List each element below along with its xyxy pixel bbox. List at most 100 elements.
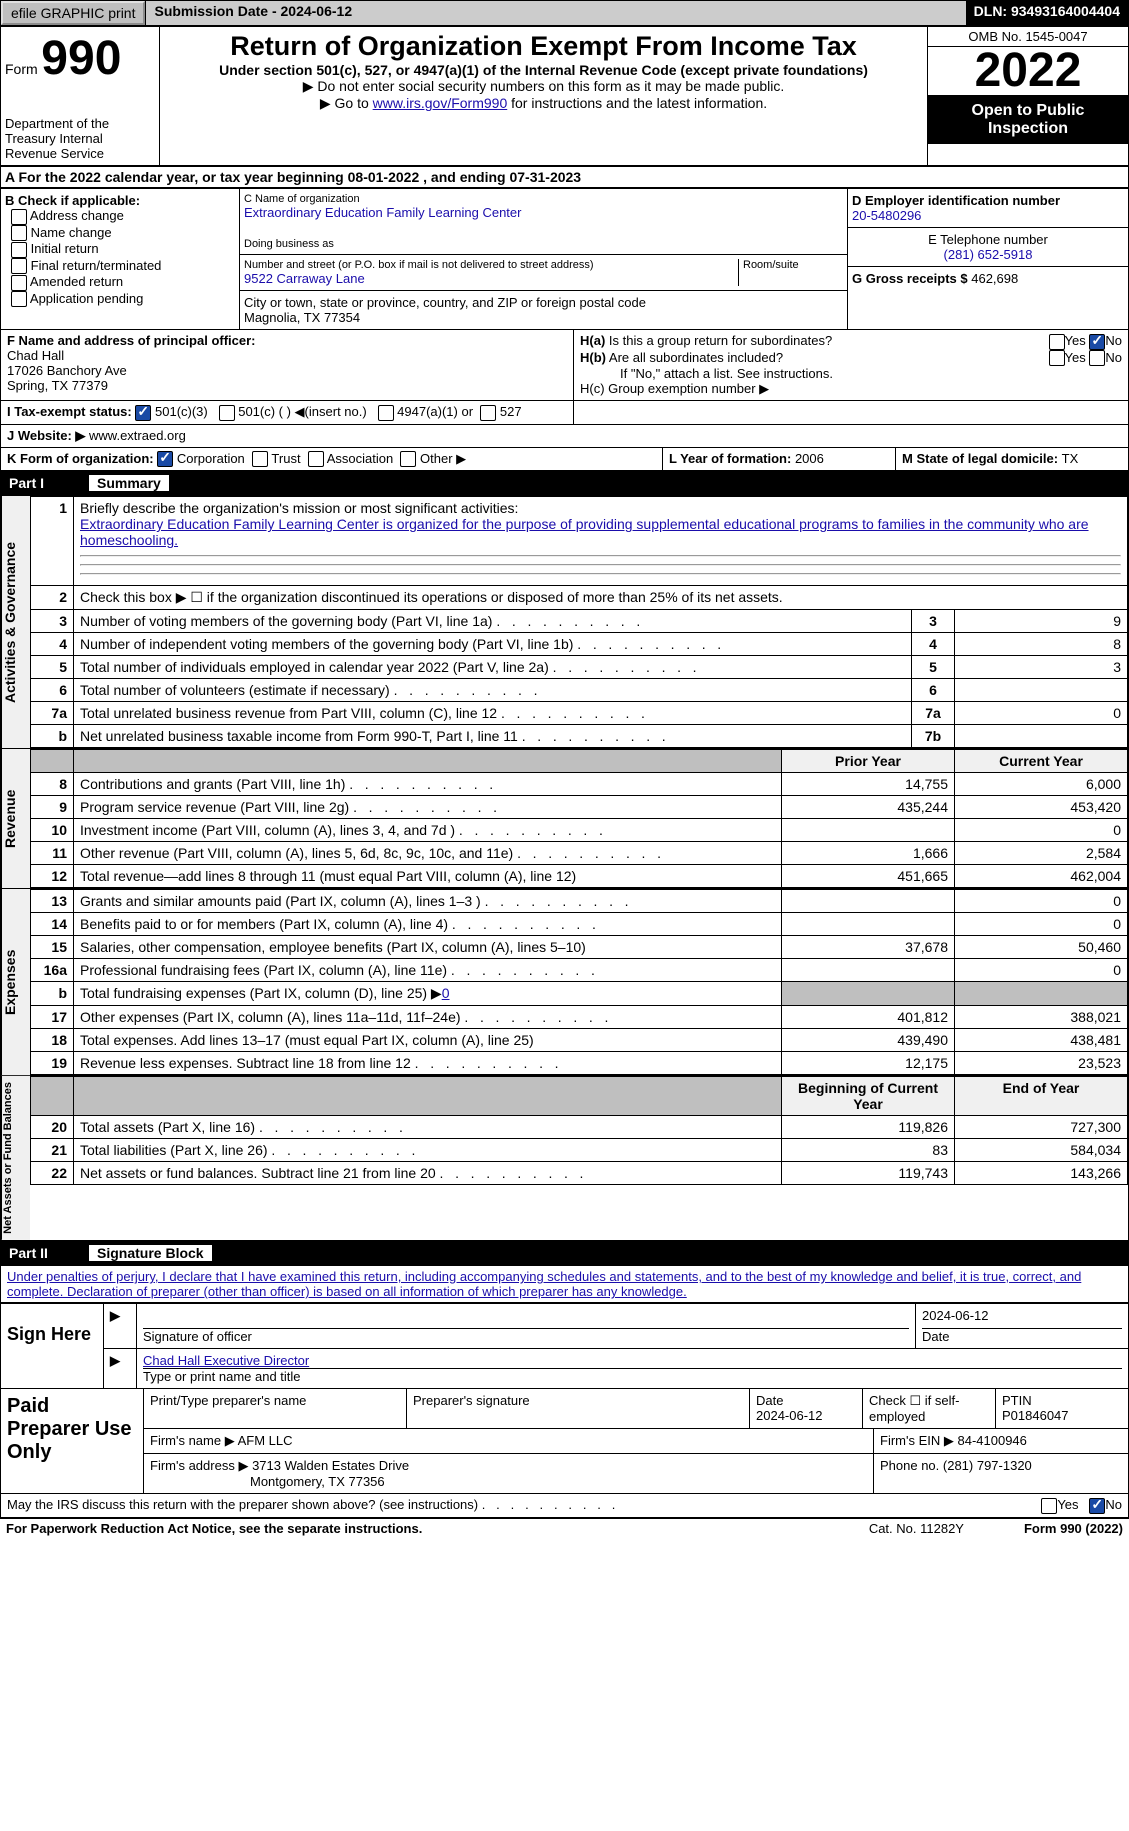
part2-num: Part II xyxy=(9,1245,89,1261)
cb-501c3[interactable] xyxy=(135,405,151,421)
cb-irs-yes[interactable] xyxy=(1041,1498,1057,1514)
state-domicile: TX xyxy=(1062,451,1079,466)
cb-527[interactable] xyxy=(480,405,496,421)
cb-trust[interactable] xyxy=(252,451,268,467)
instr-goto: ▶ Go to www.irs.gov/Form990 for instruct… xyxy=(168,95,919,112)
cb-other[interactable] xyxy=(400,451,416,467)
p11: 1,666 xyxy=(782,842,955,865)
p16a xyxy=(782,959,955,982)
state-domicile-label: M State of legal domicile: xyxy=(902,451,1062,466)
cb-corporation[interactable] xyxy=(157,451,173,467)
l19: Revenue less expenses. Subtract line 18 … xyxy=(80,1055,559,1071)
room-label: Room/suite xyxy=(743,259,843,271)
c19: 23,523 xyxy=(955,1052,1128,1075)
lbl-irs-yes: Yes xyxy=(1057,1497,1078,1512)
firm-name: AFM LLC xyxy=(238,1433,293,1448)
prep-sig-label: Preparer's signature xyxy=(413,1393,530,1408)
l15: Salaries, other compensation, employee b… xyxy=(80,939,586,955)
e20: 727,300 xyxy=(955,1116,1128,1139)
sig-officer-label: Signature of officer xyxy=(143,1329,909,1344)
cb-amended-return[interactable] xyxy=(11,275,27,291)
officer-addr1: 17026 Banchory Ave xyxy=(7,363,127,378)
l9: Program service revenue (Part VIII, line… xyxy=(80,799,497,815)
cb-irs-no[interactable] xyxy=(1089,1498,1105,1514)
dln-label: DLN: 93493164004404 xyxy=(966,1,1128,25)
website-value: www.extraed.org xyxy=(89,428,186,443)
b21: 83 xyxy=(782,1139,955,1162)
cb-address-change[interactable] xyxy=(11,209,27,225)
form-ref: Form 990 (2022) xyxy=(1024,1521,1123,1536)
gross-value: 462,698 xyxy=(971,271,1018,286)
prep-date: 2024-06-12 xyxy=(756,1408,823,1423)
pra-notice: For Paperwork Reduction Act Notice, see … xyxy=(6,1521,869,1536)
website-label: J Website: ▶ xyxy=(7,428,85,443)
cb-hb-yes[interactable] xyxy=(1049,350,1065,366)
cb-application-pending[interactable] xyxy=(11,291,27,307)
cat-no: Cat. No. 11282Y xyxy=(869,1521,964,1536)
c8: 6,000 xyxy=(955,773,1128,796)
lbl-irs-no: No xyxy=(1105,1497,1122,1512)
tax-exempt-label: I Tax-exempt status: xyxy=(7,404,132,419)
arrow-icon: ▶ xyxy=(110,1308,120,1323)
box-c: C Name of organization Extraordinary Edu… xyxy=(240,189,848,329)
cb-ha-yes[interactable] xyxy=(1049,334,1065,350)
l14: Benefits paid to or for members (Part IX… xyxy=(80,916,596,932)
may-irs-text: May the IRS discuss this return with the… xyxy=(7,1497,615,1512)
goto-pre: ▶ Go to xyxy=(320,95,373,111)
lbl-initial-return: Initial return xyxy=(31,241,99,256)
cb-final-return[interactable] xyxy=(11,258,27,274)
tel-value: (281) 652-5918 xyxy=(944,247,1033,262)
lbl-4947: 4947(a)(1) or xyxy=(397,404,473,419)
l13: Grants and similar amounts paid (Part IX… xyxy=(80,893,629,909)
section-fh: F Name and address of principal officer:… xyxy=(0,330,1129,401)
ha-label: H(a) Is this a group return for subordin… xyxy=(580,333,1049,350)
hb-label: H(b) Are all subordinates included? xyxy=(580,350,1049,367)
cb-association[interactable] xyxy=(308,451,324,467)
tax-year-begin: 08-01-2022 xyxy=(348,169,420,185)
v7b xyxy=(955,725,1128,748)
row-j: J Website: ▶ www.extraed.org xyxy=(0,425,1129,448)
firm-ein: 84-4100946 xyxy=(957,1433,1026,1448)
v6 xyxy=(955,679,1128,702)
paid-preparer-block: Paid Preparer Use Only Print/Type prepar… xyxy=(0,1389,1129,1494)
hdr-end: End of Year xyxy=(955,1077,1128,1116)
c15: 50,460 xyxy=(955,936,1128,959)
l2-text: Check this box ▶ ☐ if the organization d… xyxy=(74,586,1128,610)
cb-initial-return[interactable] xyxy=(11,242,27,258)
cb-ha-no[interactable] xyxy=(1089,334,1105,350)
top-bar: efile GRAPHIC print Submission Date - 20… xyxy=(0,0,1129,26)
paid-preparer-label: Paid Preparer Use Only xyxy=(1,1389,144,1493)
p15: 37,678 xyxy=(782,936,955,959)
lbl-501c: 501(c) ( ) ◀(insert no.) xyxy=(238,404,366,419)
perjury-declaration: Under penalties of perjury, I declare th… xyxy=(0,1265,1129,1303)
cb-name-change[interactable] xyxy=(11,225,27,241)
may-irs-row: May the IRS discuss this return with the… xyxy=(0,1494,1129,1518)
box-d: D Employer identification number 20-5480… xyxy=(848,189,1128,329)
cb-hb-no[interactable] xyxy=(1089,350,1105,366)
gross-label: G Gross receipts $ xyxy=(852,271,971,286)
l17: Other expenses (Part IX, column (A), lin… xyxy=(80,1009,608,1025)
e22: 143,266 xyxy=(955,1162,1128,1185)
side-tab-na: Net Assets or Fund Balances xyxy=(1,1076,30,1240)
c14: 0 xyxy=(955,913,1128,936)
cb-501c[interactable] xyxy=(219,405,235,421)
cb-4947[interactable] xyxy=(378,405,394,421)
part1-header: Part I Summary xyxy=(0,471,1129,495)
irs-link[interactable]: www.irs.gov/Form990 xyxy=(373,95,508,111)
sig-date-label: Date xyxy=(922,1329,1122,1344)
l11: Other revenue (Part VIII, column (A), li… xyxy=(80,845,661,861)
lbl-trust: Trust xyxy=(271,451,300,466)
part1-netassets: Net Assets or Fund Balances Beginning of… xyxy=(0,1076,1129,1241)
prep-date-label: Date xyxy=(756,1393,783,1408)
addr-label: Number and street (or P.O. box if mail i… xyxy=(244,259,738,271)
year-formation-label: L Year of formation: xyxy=(669,451,795,466)
side-tab-exp: Expenses xyxy=(1,889,30,1075)
org-city: Magnolia, TX 77354 xyxy=(244,310,843,325)
c9: 453,420 xyxy=(955,796,1128,819)
mission-text[interactable]: Extraordinary Education Family Learning … xyxy=(80,516,1089,548)
dba-label: Doing business as xyxy=(244,238,843,250)
efile-print-button[interactable]: efile GRAPHIC print xyxy=(1,1,145,25)
lbl-501c3: 501(c)(3) xyxy=(155,404,208,419)
l16b-val[interactable]: 0 xyxy=(442,985,450,1001)
part1-revenue: Revenue Prior YearCurrent Year 8Contribu… xyxy=(0,749,1129,889)
